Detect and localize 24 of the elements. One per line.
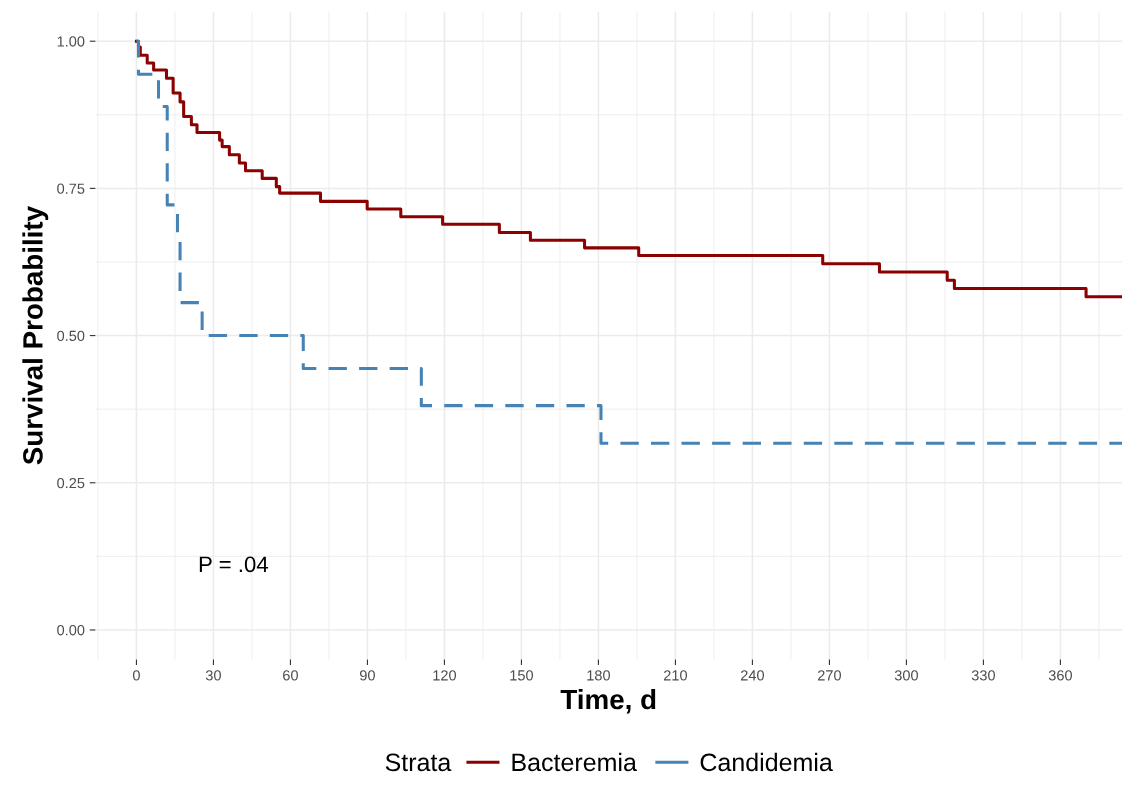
y-tick-label: 0.75 [57, 183, 85, 194]
x-tick-label: 240 [740, 670, 765, 681]
x-tick-label: 270 [817, 670, 842, 681]
x-tick-label: 30 [205, 670, 221, 681]
x-tick-label: 150 [510, 670, 534, 681]
y-tick-label: 0.25 [57, 477, 85, 489]
legend-title: Strata [385, 753, 452, 772]
x-tick-label: 210 [663, 670, 688, 681]
x-tick-label: 180 [587, 670, 611, 681]
x-tick-label: 60 [283, 670, 298, 681]
legend-label: Bacteremia [512, 752, 637, 772]
y-tick-label: 0.00 [57, 625, 85, 636]
x-tick-label: 0 [132, 670, 140, 681]
annotation: P = .04 [199, 556, 269, 573]
x-tick-label: 330 [971, 670, 995, 681]
x-tick-label: 90 [360, 670, 375, 681]
y-tick-label: 0.50 [57, 330, 85, 342]
x-axis-title: Time, d [560, 688, 656, 714]
x-tick-label: 120 [433, 670, 457, 681]
y-axis-title: Survival Probability [22, 206, 49, 465]
x-tick-label: 300 [894, 670, 918, 681]
legend-label: Candidemia [700, 752, 833, 772]
x-tick-label: 360 [1048, 670, 1072, 681]
y-tick-label: 1.00 [57, 36, 85, 47]
